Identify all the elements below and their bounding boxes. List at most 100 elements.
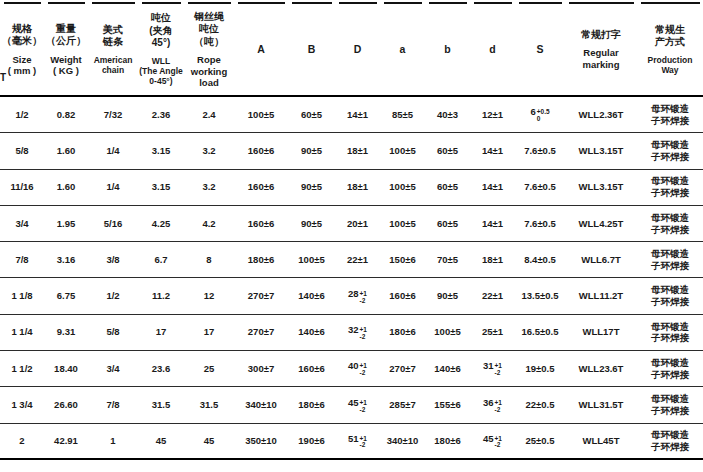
table-body: 1/20.827/322.362.4100±560±514±185±540±31… bbox=[0, 97, 703, 460]
cell-b: 90±5 bbox=[425, 290, 470, 302]
header-label-en: Size ( mm ) bbox=[8, 54, 37, 77]
cell-A: 160±6 bbox=[234, 181, 288, 193]
cell-B: 140±6 bbox=[288, 290, 335, 302]
cell-production-way: 母环锻造 子环焊接 bbox=[637, 139, 703, 163]
tolerance-stack: +1-2 bbox=[360, 327, 367, 341]
cell-d: 31+1-2 bbox=[470, 360, 515, 377]
cell-A: 270±7 bbox=[234, 326, 288, 338]
header-label-en: American chain bbox=[94, 55, 133, 75]
cell-a: 340±10 bbox=[380, 435, 425, 447]
cell-american-chain: 1/4 bbox=[88, 145, 138, 157]
cell-a: 160±6 bbox=[380, 290, 425, 302]
cell-american-chain: 5/16 bbox=[88, 218, 138, 230]
cell-A: 160±6 bbox=[234, 218, 288, 230]
cell-B: 100±5 bbox=[288, 254, 335, 266]
tolerance-stack: +1-2 bbox=[495, 436, 502, 450]
header-label-en: D bbox=[354, 43, 362, 56]
header-label-en: B bbox=[308, 43, 316, 56]
cell-regular-marking: WLL45T bbox=[565, 435, 637, 447]
cell-d: 14±1 bbox=[470, 181, 515, 193]
cell-size: 3/4 bbox=[0, 218, 44, 230]
cell-S: 6+0.50 bbox=[515, 106, 565, 123]
header-cell-a: a bbox=[380, 4, 425, 95]
cell-d: 12±1 bbox=[470, 109, 515, 121]
cell-american-chain: 3/4 bbox=[88, 363, 138, 375]
cell-rope-load: 25 bbox=[184, 363, 234, 375]
tolerance-stack: +1-2 bbox=[360, 363, 367, 377]
cell-d: 22±1 bbox=[470, 290, 515, 302]
cell-B: 60±5 bbox=[288, 109, 335, 121]
cell-wll: 3.15 bbox=[138, 181, 184, 193]
cell-american-chain: 7/32 bbox=[88, 109, 138, 121]
cell-D: 20±1 bbox=[335, 218, 380, 230]
cell-S: 22±0.5 bbox=[515, 399, 565, 411]
header-label-en: b bbox=[444, 43, 450, 56]
cell-a: 100±5 bbox=[380, 145, 425, 157]
header-cell-rope-load: 钢丝绳 吨位 （吨）Rope working load bbox=[184, 4, 234, 95]
header-cell-regular-marking: 常规打字Regular marking bbox=[565, 4, 637, 95]
cell-wll: 23.6 bbox=[138, 363, 184, 375]
header-label-zh: 吨位 (夹角 45°) bbox=[149, 12, 172, 50]
cell-weight: 6.75 bbox=[44, 290, 88, 302]
cell-weight: 1.60 bbox=[44, 181, 88, 193]
cell-d: 36+1-2 bbox=[470, 397, 515, 414]
cell-b: 40±3 bbox=[425, 109, 470, 121]
cell-D: 18±1 bbox=[335, 181, 380, 193]
cell-regular-marking: WLL6.7T bbox=[565, 254, 637, 266]
cell-B: 90±5 bbox=[288, 181, 335, 193]
cell-A: 300±7 bbox=[234, 363, 288, 375]
cell-american-chain: 1 bbox=[88, 435, 138, 447]
table-row: 1 1/49.315/81717270±7140±632+1-2180±6100… bbox=[0, 315, 703, 351]
cell-D: 28+1-2 bbox=[335, 288, 380, 305]
cell-regular-marking: WLL11.2T bbox=[565, 290, 637, 302]
cell-wll: 2.36 bbox=[138, 109, 184, 121]
table-row: 1 1/218.403/423.625300±7160±640+1-2270±7… bbox=[0, 351, 703, 387]
cell-weight: 1.60 bbox=[44, 145, 88, 157]
cell-d: 18±1 bbox=[470, 254, 515, 266]
cell-A: 160±6 bbox=[234, 145, 288, 157]
header-cell-D: D bbox=[335, 4, 380, 95]
cell-american-chain: 3/8 bbox=[88, 254, 138, 266]
cell-rope-load: 4.2 bbox=[184, 218, 234, 230]
table-row: 1 3/426.607/831.531.5340±10180±645+1-228… bbox=[0, 387, 703, 423]
header-cell-weight: 重量 （公斤）Weight ( KG ) bbox=[44, 4, 88, 95]
header-label-zh: 美式 链条 bbox=[103, 24, 123, 49]
cell-production-way: 母环锻造 子环焊接 bbox=[637, 212, 703, 236]
cell-wll: 17 bbox=[138, 326, 184, 338]
cell-size: 7/8 bbox=[0, 254, 44, 266]
cell-production-way: 母环锻造 子环焊接 bbox=[637, 429, 703, 453]
header-cell-b: b bbox=[425, 4, 470, 95]
header-label-en: a bbox=[400, 43, 406, 56]
cell-size: 11/16 bbox=[0, 181, 44, 193]
cell-B: 160±6 bbox=[288, 363, 335, 375]
cell-rope-load: 31.5 bbox=[184, 399, 234, 411]
cell-b: 60±5 bbox=[425, 145, 470, 157]
chain-spec-table-page: 规格 （毫米）Size ( mm )重量 （公斤）Weight ( KG )美式… bbox=[0, 0, 703, 472]
cell-weight: 18.40 bbox=[44, 363, 88, 375]
cell-size: 2 bbox=[0, 435, 44, 447]
header-label-en: Production Way bbox=[648, 55, 693, 75]
cell-D: 18±1 bbox=[335, 145, 380, 157]
tolerance-stack: +1-2 bbox=[360, 436, 367, 450]
cell-production-way: 母环锻造 子环焊接 bbox=[637, 248, 703, 272]
cell-weight: 9.31 bbox=[44, 326, 88, 338]
cell-a: 270±7 bbox=[380, 363, 425, 375]
cell-b: 100±5 bbox=[425, 326, 470, 338]
cell-rope-load: 3.2 bbox=[184, 145, 234, 157]
cell-production-way: 母环锻造 子环焊接 bbox=[637, 284, 703, 308]
cell-a: 150±6 bbox=[380, 254, 425, 266]
cell-S: 7.6±0.5 bbox=[515, 218, 565, 230]
tolerance-stack: +1-2 bbox=[495, 363, 502, 377]
tolerance-stack: +1-2 bbox=[360, 291, 367, 305]
cell-regular-marking: WLL4.25T bbox=[565, 218, 637, 230]
cell-weight: 0.82 bbox=[44, 109, 88, 121]
cell-rope-load: 45 bbox=[184, 435, 234, 447]
header-label-zh: 重量 （公斤） bbox=[46, 23, 86, 48]
cell-a: 100±5 bbox=[380, 181, 425, 193]
cell-D: 40+1-2 bbox=[335, 360, 380, 377]
cell-regular-marking: WLL3.15T bbox=[565, 181, 637, 193]
cell-size: 1 3/4 bbox=[0, 399, 44, 411]
cell-a: 100±5 bbox=[380, 218, 425, 230]
cell-A: 270±7 bbox=[234, 290, 288, 302]
cut-off-text-fragment: T bbox=[0, 72, 6, 83]
